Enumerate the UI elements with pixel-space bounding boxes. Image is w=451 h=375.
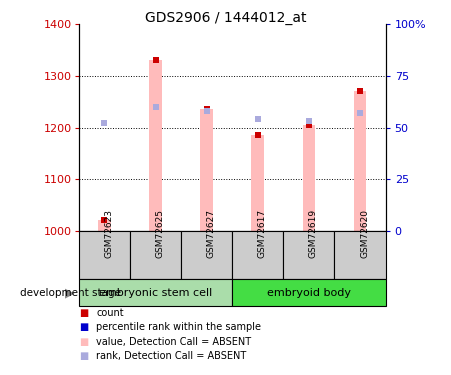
Text: ■: ■	[79, 337, 88, 346]
Text: ■: ■	[79, 322, 88, 332]
Text: GDS2906 / 1444012_at: GDS2906 / 1444012_at	[145, 11, 306, 25]
Bar	[200, 110, 213, 231]
Text: ■: ■	[79, 308, 88, 318]
Bar	[79, 231, 130, 279]
Text: GSM72617: GSM72617	[258, 209, 267, 258]
Text: GSM72623: GSM72623	[105, 209, 114, 258]
Bar	[232, 279, 386, 306]
Bar	[354, 92, 366, 231]
Bar	[252, 135, 264, 231]
Text: rank, Detection Call = ABSENT: rank, Detection Call = ABSENT	[96, 351, 246, 361]
Bar	[98, 220, 111, 231]
Text: percentile rank within the sample: percentile rank within the sample	[96, 322, 261, 332]
Text: embryoid body: embryoid body	[267, 288, 351, 297]
Bar	[303, 125, 315, 231]
Text: development stage: development stage	[20, 288, 121, 297]
Bar	[335, 231, 386, 279]
Text: ■: ■	[79, 351, 88, 361]
Bar	[283, 231, 335, 279]
Text: GSM72627: GSM72627	[207, 209, 216, 258]
Text: value, Detection Call = ABSENT: value, Detection Call = ABSENT	[96, 337, 251, 346]
Text: count: count	[96, 308, 124, 318]
Text: ▶: ▶	[65, 286, 74, 299]
Text: GSM72620: GSM72620	[360, 209, 369, 258]
Text: embryonic stem cell: embryonic stem cell	[99, 288, 212, 297]
Text: GSM72619: GSM72619	[309, 209, 318, 258]
Bar	[79, 279, 232, 306]
Text: GSM72625: GSM72625	[156, 209, 165, 258]
Bar	[149, 60, 162, 231]
Bar	[232, 231, 283, 279]
Bar	[181, 231, 232, 279]
Bar	[130, 231, 181, 279]
